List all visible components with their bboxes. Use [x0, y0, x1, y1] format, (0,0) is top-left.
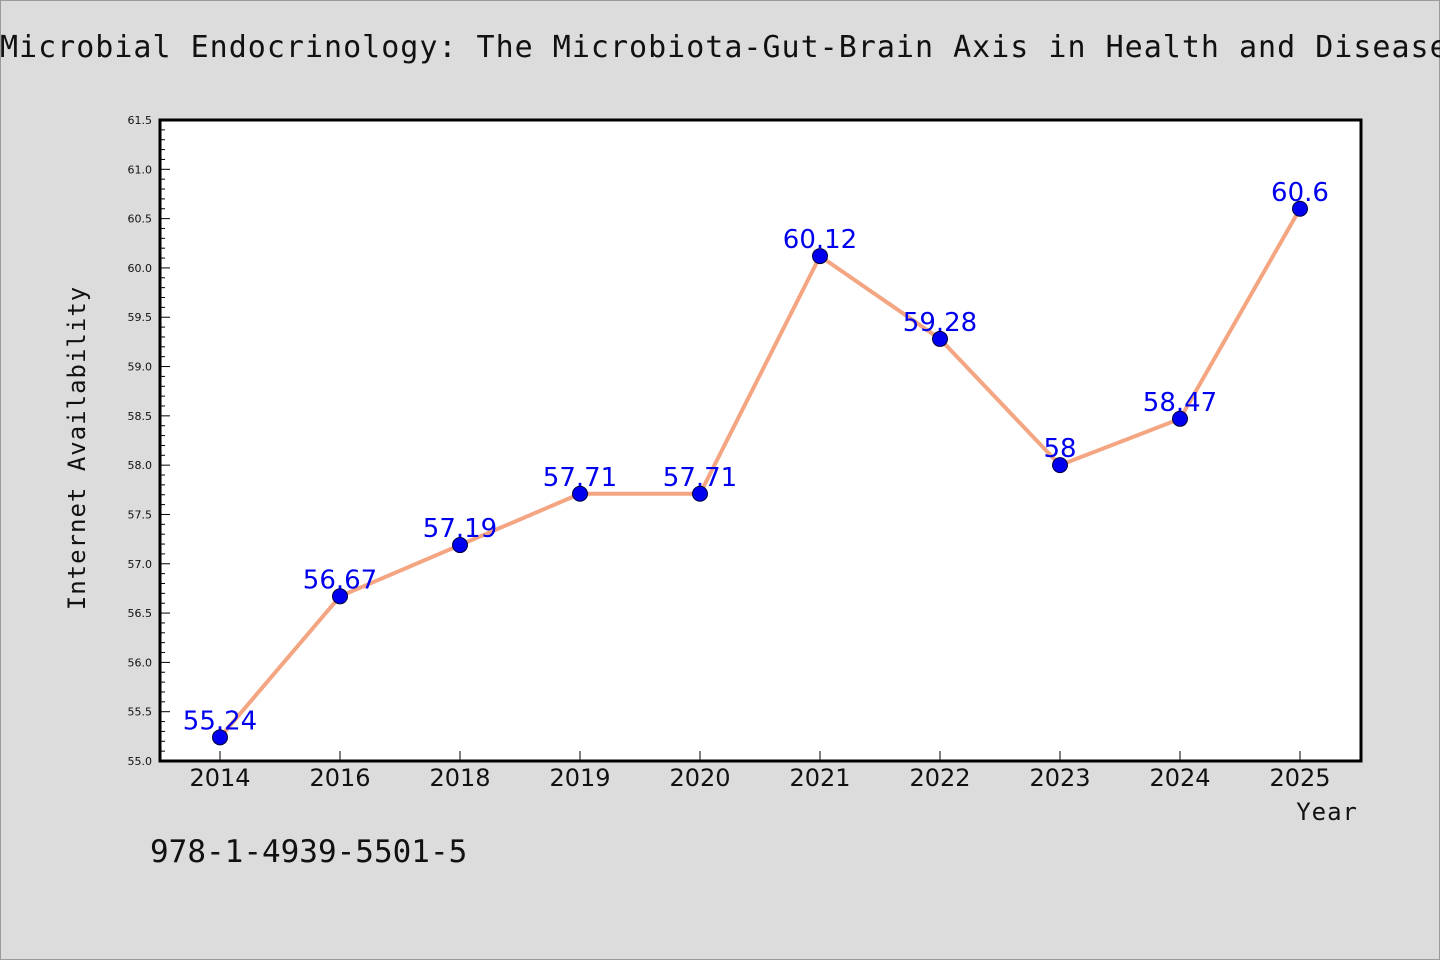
data-point	[212, 729, 228, 746]
data-label: 60.6	[1271, 178, 1329, 208]
series-line	[218, 207, 1302, 739]
y-tick-label: 58.5	[128, 410, 153, 423]
x-axis: 2014 2016 2018 2019 2020 2021 2022 2023 2024 2025	[189, 751, 1331, 792]
data-point	[452, 537, 468, 554]
y-tick-label: 56.5	[128, 607, 153, 620]
y-tick-label: 60.5	[128, 213, 153, 226]
x-tick-label: 2014	[189, 764, 250, 792]
y-axis: 55.0 55.5 56.0 56.5 57.0 57.5 58.0 58.5 59.0 59.5…	[128, 114, 170, 768]
isbn-text: 978-1-4939-5501-5	[150, 834, 468, 870]
data-point	[332, 588, 348, 605]
x-tick-label: 2016	[309, 764, 370, 792]
chart-title: Microbial Endocrinology: The Microbiota-…	[0, 30, 1440, 65]
x-tick-label: 2024	[1149, 764, 1210, 792]
data-label: 55.24	[183, 706, 257, 736]
data-point	[1292, 200, 1308, 217]
x-axis-title: Year	[1296, 798, 1358, 826]
x-tick-label: 2022	[909, 764, 970, 792]
data-point	[1052, 457, 1068, 474]
data-label: 57.71	[543, 463, 617, 493]
y-tick-label: 61.5	[128, 114, 153, 127]
data-point	[1172, 410, 1188, 427]
data-label: 60.12	[783, 225, 857, 255]
y-tick-label: 58.0	[128, 459, 153, 472]
y-tick-label: 61.0	[128, 163, 153, 176]
y-tick-label: 55.5	[128, 706, 153, 719]
plot-area	[158, 118, 1363, 763]
data-point	[572, 485, 588, 502]
x-tick-label: 2023	[1029, 764, 1090, 792]
y-tick-label: 55.0	[128, 755, 153, 768]
series-markers	[212, 200, 1308, 746]
y-tick-label: 59.0	[128, 361, 153, 374]
data-label: 58.47	[1143, 388, 1217, 418]
y-tick-label: 57.0	[128, 558, 153, 571]
data-label: 57.71	[663, 463, 737, 493]
x-tick-label: 2020	[669, 764, 730, 792]
data-point	[812, 248, 828, 265]
x-tick-label: 2025	[1269, 764, 1330, 792]
y-tick-label: 59.5	[128, 311, 153, 324]
data-point	[932, 330, 948, 347]
x-tick-label: 2019	[549, 764, 610, 792]
x-tick-label: 2018	[429, 764, 490, 792]
data-label: 57.19	[423, 514, 497, 544]
data-label: 56.67	[303, 565, 377, 595]
y-axis-title: Internet Availability	[63, 286, 91, 610]
data-label: 58	[1043, 434, 1076, 464]
y-tick-label: 56.0	[128, 656, 153, 669]
data-labels: 55.24 56.67 57.19 57.71 57.71 60.12 59.28 58 58.…	[183, 178, 1329, 737]
y-tick-label: 57.5	[128, 508, 153, 521]
y-tick-label: 60.0	[128, 262, 153, 275]
data-point	[692, 485, 708, 502]
x-tick-label: 2021	[789, 764, 850, 792]
data-label: 59.28	[903, 308, 977, 338]
